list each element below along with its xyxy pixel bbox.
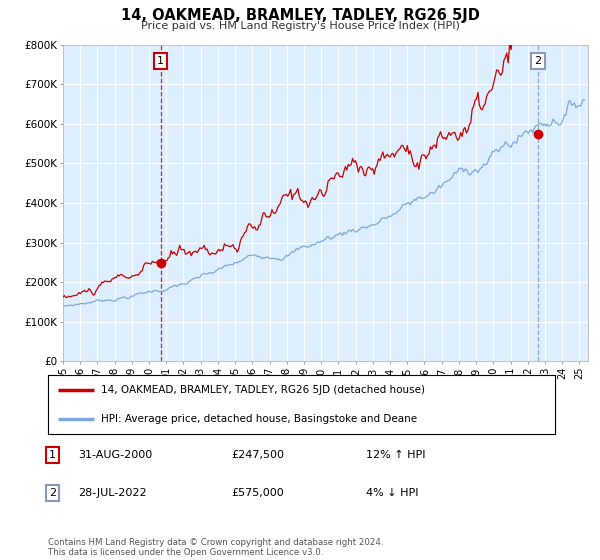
Text: 4% ↓ HPI: 4% ↓ HPI [366, 488, 419, 498]
Text: 12% ↑ HPI: 12% ↑ HPI [366, 450, 425, 460]
Text: Contains HM Land Registry data © Crown copyright and database right 2024.
This d: Contains HM Land Registry data © Crown c… [48, 538, 383, 557]
Text: 28-JUL-2022: 28-JUL-2022 [78, 488, 146, 498]
Text: 2: 2 [49, 488, 56, 498]
Text: 31-AUG-2000: 31-AUG-2000 [78, 450, 152, 460]
Text: 1: 1 [157, 56, 164, 66]
Text: £247,500: £247,500 [231, 450, 284, 460]
Text: 2: 2 [534, 56, 541, 66]
Text: 14, OAKMEAD, BRAMLEY, TADLEY, RG26 5JD (detached house): 14, OAKMEAD, BRAMLEY, TADLEY, RG26 5JD (… [101, 385, 425, 395]
Text: HPI: Average price, detached house, Basingstoke and Deane: HPI: Average price, detached house, Basi… [101, 414, 418, 424]
Text: 14, OAKMEAD, BRAMLEY, TADLEY, RG26 5JD: 14, OAKMEAD, BRAMLEY, TADLEY, RG26 5JD [121, 8, 479, 24]
Text: 1: 1 [49, 450, 56, 460]
Text: Price paid vs. HM Land Registry's House Price Index (HPI): Price paid vs. HM Land Registry's House … [140, 21, 460, 31]
Text: £575,000: £575,000 [231, 488, 284, 498]
